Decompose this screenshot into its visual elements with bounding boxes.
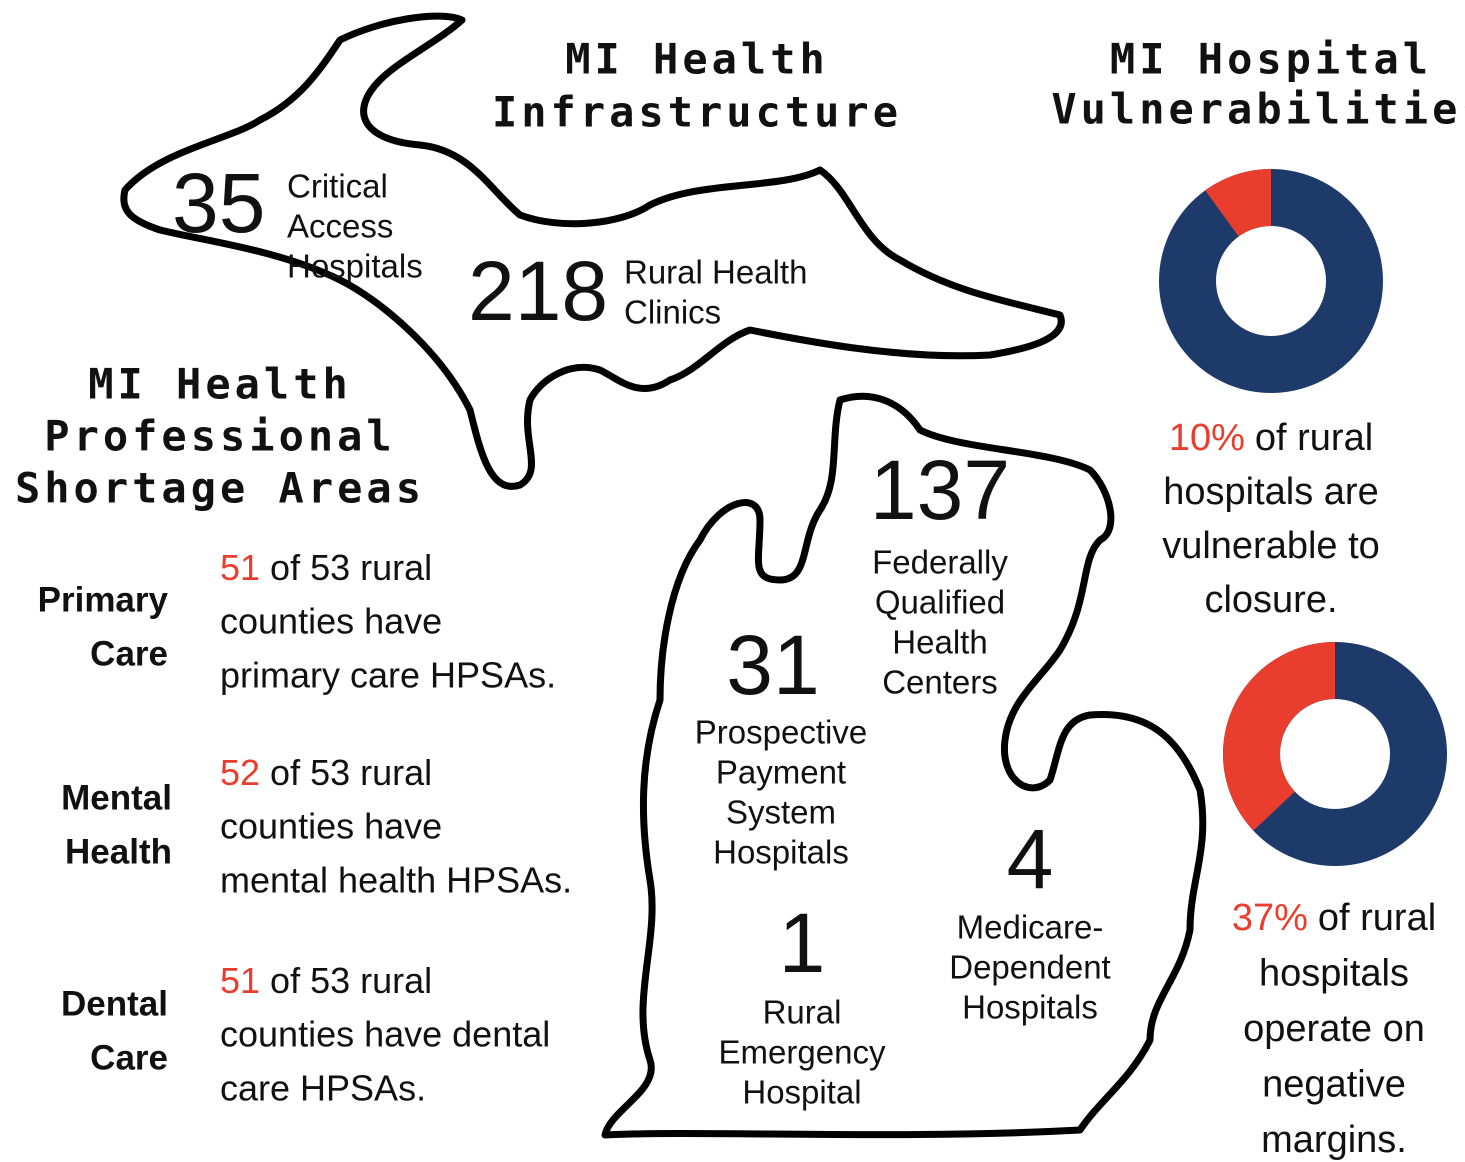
count: 51	[220, 547, 260, 588]
stat-label: Dependent	[949, 949, 1110, 986]
text: of rural	[1255, 417, 1373, 459]
text: of rural	[1318, 897, 1436, 939]
stat-label: Prospective	[695, 714, 867, 751]
donut-slice	[1222, 642, 1335, 831]
row-text: primary care HPSAs.	[220, 655, 556, 696]
row-text: counties have dental	[220, 1014, 550, 1055]
stat-label: Critical	[287, 168, 388, 205]
stat-number: 35	[172, 156, 265, 250]
donut-caption: 10% of rural	[1169, 417, 1373, 459]
count: 52	[220, 752, 260, 793]
stat-label: Payment	[716, 754, 846, 791]
section-title: Vulnerabilities	[1051, 85, 1465, 134]
stat-label: Access	[287, 208, 393, 245]
stat-label: Rural Health	[624, 254, 807, 291]
section-title: Infrastructure	[492, 88, 902, 137]
donut-caption: negative	[1262, 1064, 1406, 1106]
category-label: Care	[90, 1038, 168, 1077]
category-label: Care	[90, 634, 168, 673]
value-label: 10%	[1169, 417, 1245, 459]
stat-label: Centers	[882, 664, 998, 701]
stat-label: System	[726, 794, 836, 831]
donut-caption: 37% of rural	[1232, 897, 1436, 939]
donut-caption: operate on	[1243, 1008, 1425, 1050]
stat-number: 218	[468, 244, 608, 338]
row-text: 51 of 53 rural	[220, 547, 432, 588]
stat-label: Hospitals	[713, 834, 849, 871]
text: of 53 rural	[270, 547, 432, 588]
category-label: Health	[65, 832, 172, 871]
row-text: care HPSAs.	[220, 1068, 426, 1109]
stat-number: 31	[726, 618, 819, 712]
donut-slice	[1205, 169, 1271, 237]
stat-number: 4	[1007, 812, 1054, 906]
upper-peninsula-outline	[120, 12, 1065, 490]
category-label: Dental	[61, 984, 168, 1023]
lower-peninsula-outline	[601, 392, 1207, 1139]
stat-label: Federally	[872, 544, 1008, 581]
stat-label: Qualified	[875, 584, 1005, 621]
donut-caption: hospitals are	[1163, 471, 1378, 513]
stat-label: Rural	[763, 994, 842, 1031]
value-label: 37%	[1232, 897, 1308, 939]
section-title: MI Health	[88, 360, 352, 409]
stat-label: Hospital	[742, 1074, 861, 1111]
stat-label: Medicare-	[957, 909, 1104, 946]
donut-caption: closure.	[1204, 579, 1337, 621]
section-title: Shortage Areas	[15, 464, 425, 513]
row-text: counties have	[220, 601, 442, 642]
stat-number: 1	[779, 896, 826, 990]
category-label: Primary	[38, 580, 169, 619]
donut-caption: hospitals	[1259, 953, 1409, 995]
row-text: counties have	[220, 806, 442, 847]
stat-label: Hospitals	[287, 248, 423, 285]
section-title: MI Hospital	[1110, 35, 1432, 84]
section-title: Professional	[44, 412, 395, 461]
stat-number: 137	[870, 443, 1010, 537]
category-label: Mental	[61, 778, 172, 817]
section-title: MI Health	[565, 35, 829, 84]
stat-label: Health	[892, 624, 987, 661]
donut-caption: vulnerable to	[1162, 525, 1380, 567]
row-text: 52 of 53 rural	[220, 752, 432, 793]
stat-label: Clinics	[624, 294, 721, 331]
text: of 53 rural	[270, 960, 432, 1001]
row-text: 51 of 53 rural	[220, 960, 432, 1001]
count: 51	[220, 960, 260, 1001]
stat-label: Hospitals	[962, 989, 1098, 1026]
donut-caption: margins.	[1261, 1119, 1407, 1161]
text: of 53 rural	[270, 752, 432, 793]
row-text: mental health HPSAs.	[220, 860, 572, 901]
stat-label: Emergency	[719, 1034, 886, 1071]
